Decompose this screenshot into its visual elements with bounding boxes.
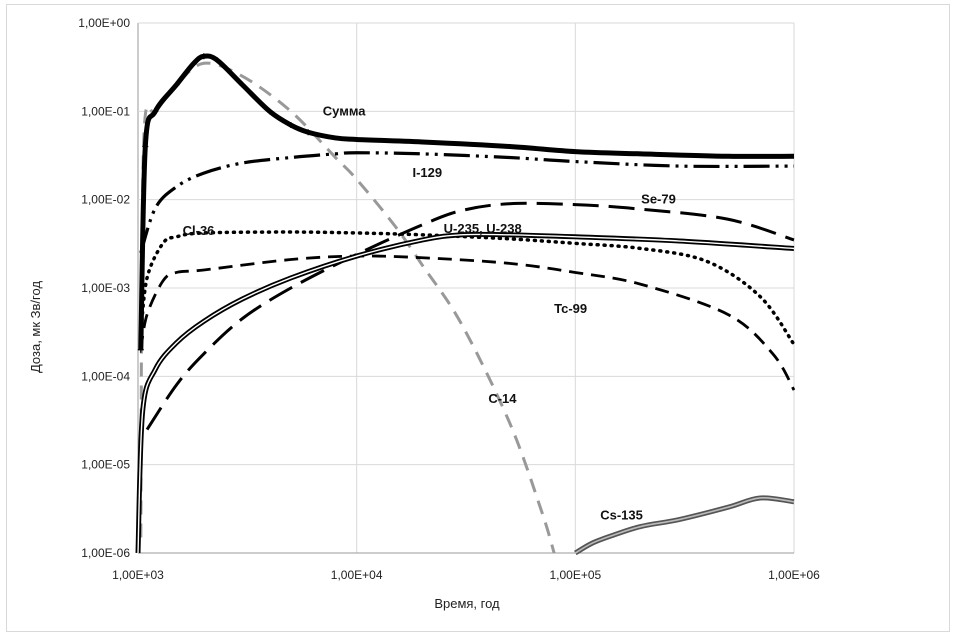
cross-marker (200, 53, 207, 60)
cross-marker (266, 108, 273, 115)
series-tc-99 (139, 254, 796, 391)
grid-lines (137, 22, 795, 554)
y-tick-label: 1,00E-03 (81, 281, 130, 295)
chart-frame (6, 4, 950, 632)
series-label: I-129 (412, 165, 442, 180)
series-u-235-u-238 (135, 231, 795, 554)
cross-marker (214, 57, 221, 64)
cross-marker (173, 81, 180, 88)
sum-markers (137, 53, 312, 353)
series-label: Сумма (323, 103, 367, 118)
series-label: Cs-135 (600, 507, 643, 522)
series-label: Cl-36 (183, 223, 215, 238)
series-line (139, 61, 556, 554)
y-tick-label: 1,00E-01 (81, 104, 130, 118)
cross-marker (239, 81, 246, 88)
series-i-129 (139, 151, 795, 254)
series-сумма (137, 53, 795, 353)
y-axis-title: Доза, мк Зв/год (28, 281, 43, 373)
series-line (135, 231, 795, 554)
series-cl-36 (139, 230, 796, 347)
series-label: Tc-99 (554, 301, 587, 316)
y-tick-label: 1,00E-02 (81, 193, 130, 207)
cross-marker (152, 108, 159, 115)
y-tick-label: 1,00E+00 (78, 16, 130, 30)
series-line (139, 230, 796, 347)
x-tick-label: 1,00E+06 (768, 568, 820, 582)
series-line (139, 151, 795, 254)
series-line (574, 497, 795, 554)
tick-labels: 1,00E+03 1,00E+04 1,00E+05 1,00E+06 1,00E-06… (78, 16, 820, 582)
series-line (574, 495, 795, 556)
cross-marker (137, 346, 144, 353)
x-tick-label: 1,00E+03 (112, 568, 164, 582)
y-tick-label: 1,00E-05 (81, 458, 130, 472)
series-labels: Сумма I-129 Se-79 Cl-36 U-235, U-238 Tc-99 C-1… (183, 103, 676, 522)
series-line (139, 254, 796, 391)
series-line (138, 53, 795, 350)
series-label: U-235, U-238 (444, 221, 522, 236)
x-tick-label: 1,00E+04 (331, 568, 383, 582)
series-line (145, 201, 795, 431)
y-tick-label: 1,00E-06 (81, 546, 130, 560)
series-c-14 (139, 61, 556, 554)
series-line (137, 233, 795, 554)
cross-marker (287, 122, 294, 129)
x-tick-label: 1,00E+05 (549, 568, 601, 582)
cross-marker (305, 129, 312, 136)
cross-marker (190, 60, 197, 67)
series-label: Se-79 (641, 192, 676, 207)
series-cs-135 (574, 495, 795, 556)
series-layer (135, 53, 796, 556)
x-axis-title: Время, год (434, 596, 500, 611)
cross-marker (142, 143, 149, 150)
series-se-79 (145, 201, 795, 431)
series-label: C-14 (488, 391, 517, 406)
y-tick-label: 1,00E-04 (81, 369, 130, 383)
